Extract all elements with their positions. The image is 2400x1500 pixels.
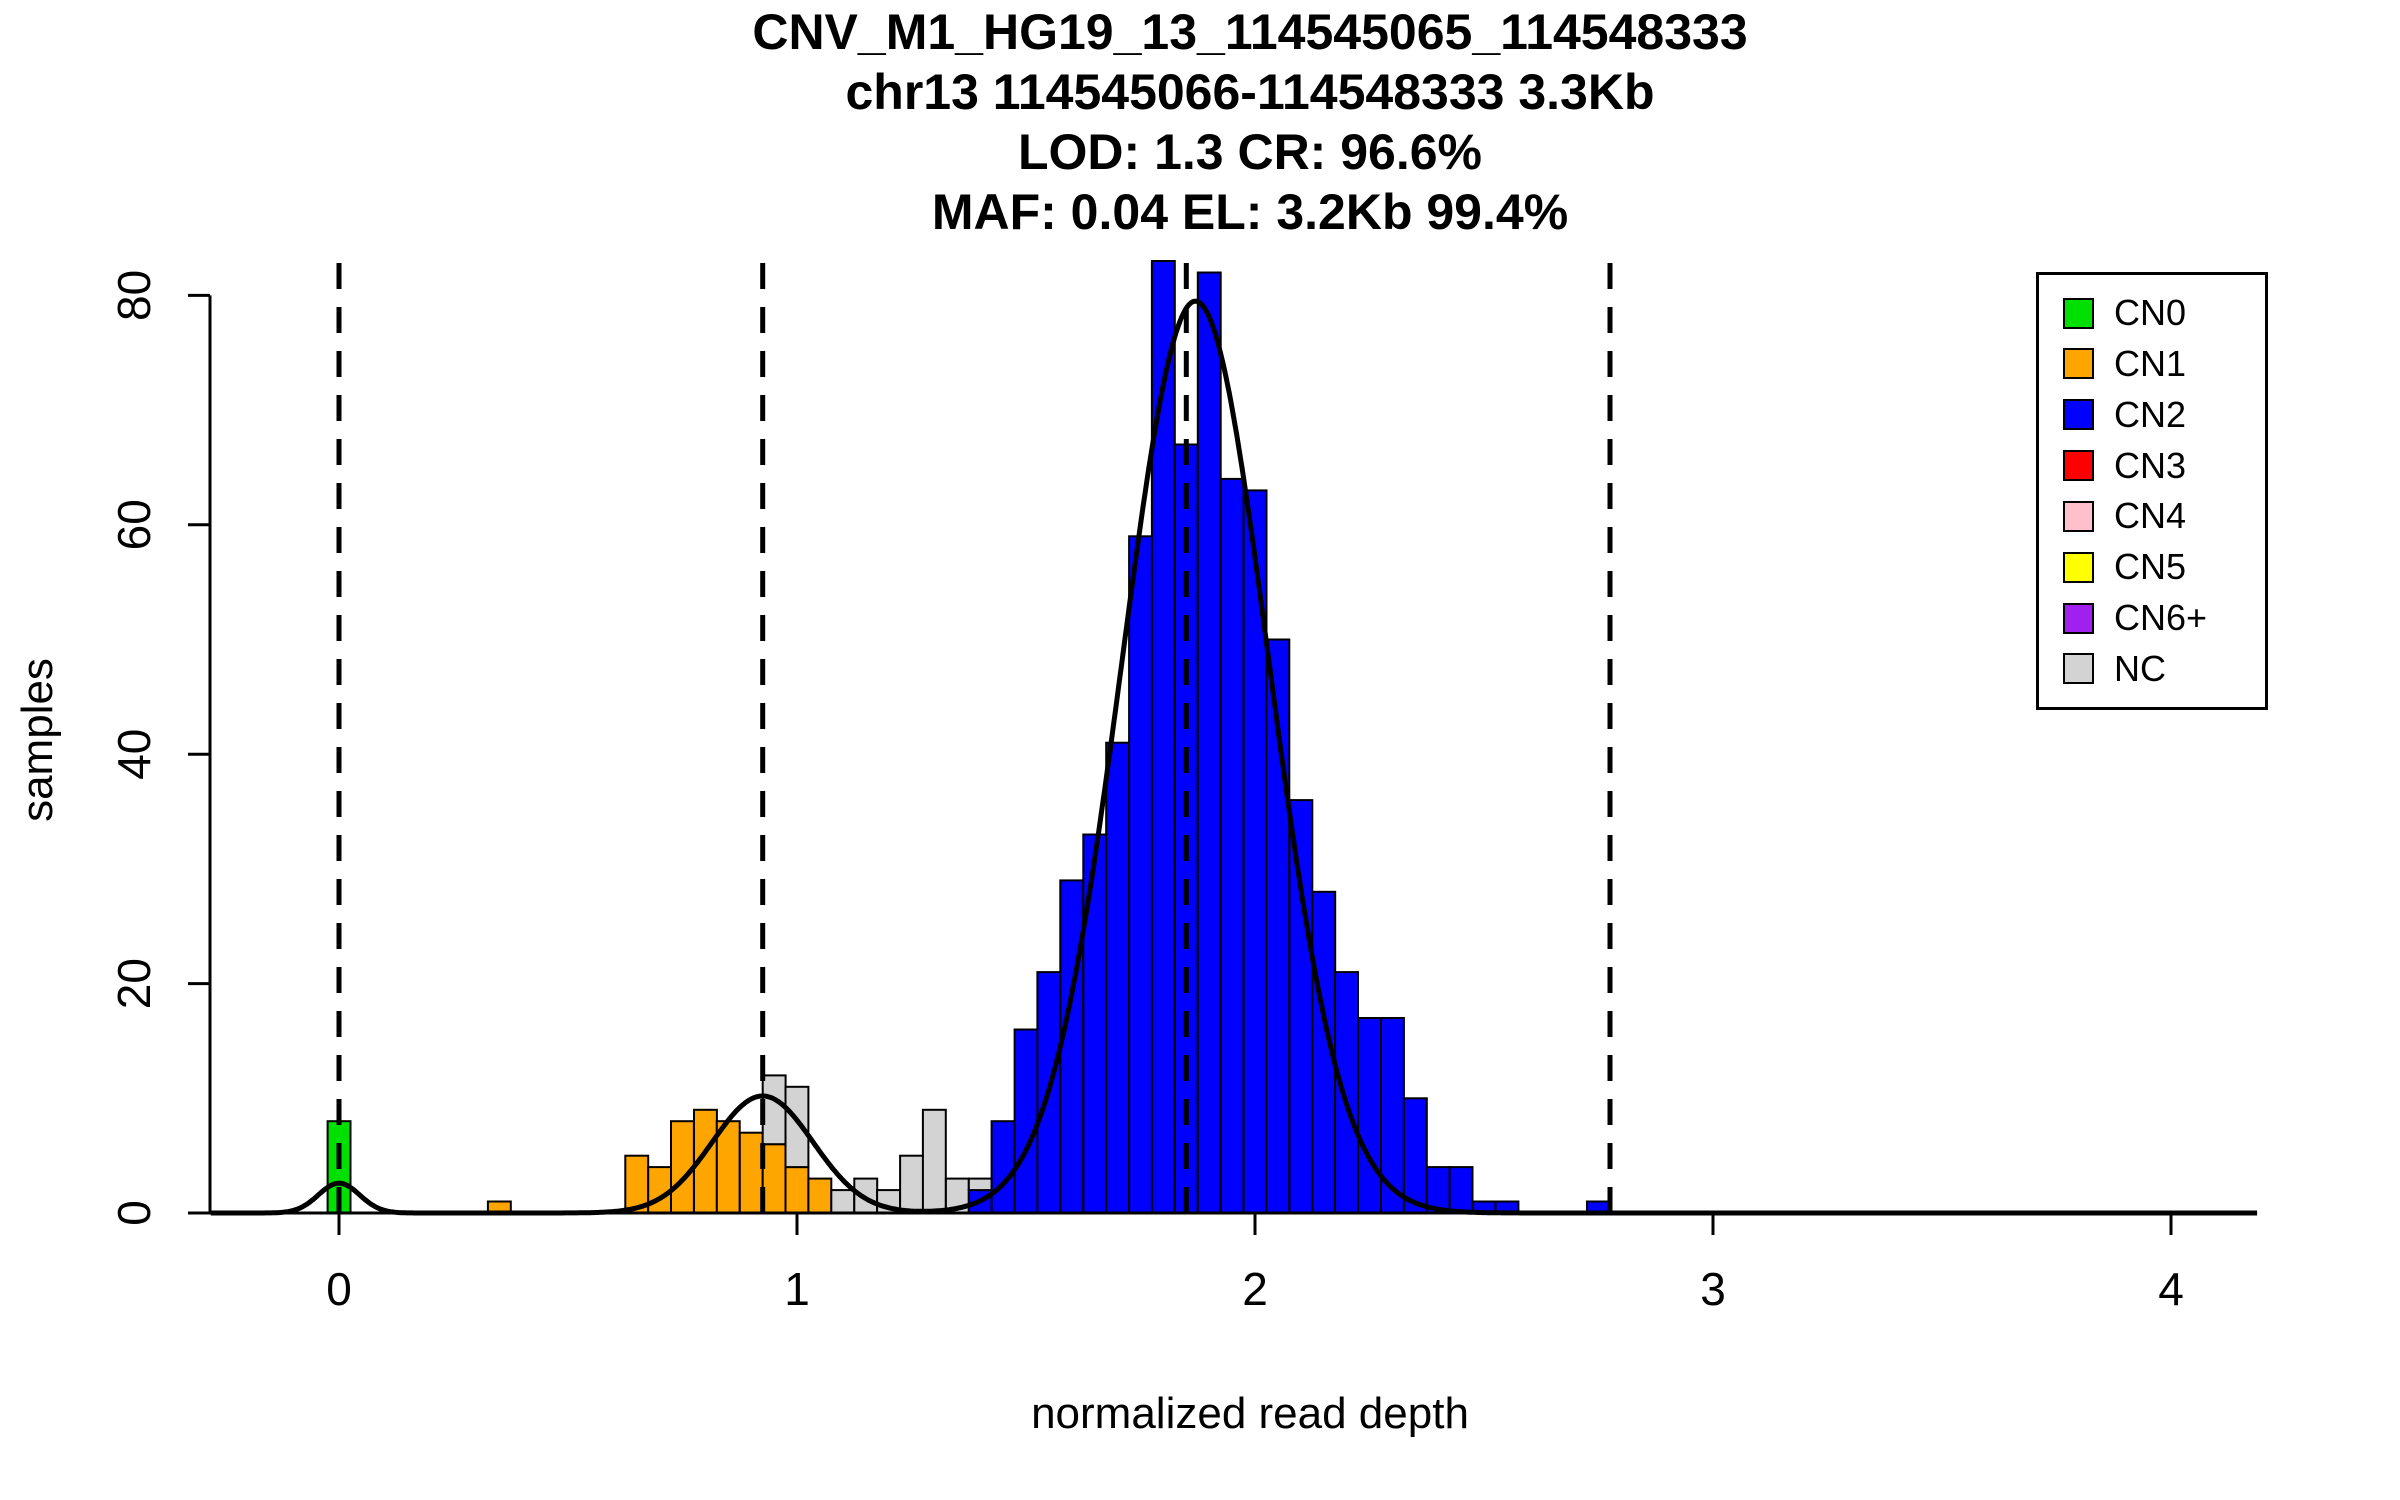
legend-label-cn5: CN5 xyxy=(2114,546,2187,588)
x-tick-label: 0 xyxy=(326,1263,352,1315)
hist-bar-cn2 xyxy=(1334,971,1359,1214)
legend-swatch-cn0 xyxy=(2063,297,2094,329)
legend-swatch-cn4 xyxy=(2063,500,2094,532)
y-tick-label: 40 xyxy=(108,729,160,780)
hist-bar-cn1 xyxy=(784,1166,810,1214)
legend-label-nc: NC xyxy=(2114,647,2166,689)
hist-bar-cn2 xyxy=(1288,799,1314,1214)
legend-swatch-cn6plus xyxy=(2063,602,2094,634)
hist-bar-cn1 xyxy=(761,1143,787,1214)
hist-bar-cn2 xyxy=(1196,271,1222,1214)
hist-bar-cn1 xyxy=(647,1166,673,1214)
title-cnv-id: CNV_M1_HG19_13_114545065_114548333 xyxy=(752,4,1748,60)
hist-bar-nc xyxy=(761,1074,787,1146)
legend-label-cn2: CN2 xyxy=(2114,393,2187,435)
plot-title-block: CNV_M1_HG19_13_114545065_114548333 chr13… xyxy=(150,2,2350,242)
hist-bar-cn2 xyxy=(1059,879,1085,1215)
legend-swatch-cn1 xyxy=(2063,348,2094,380)
legend-box: CN0 CN1 CN2 CN3 CN4 CN5 CN6+ NC xyxy=(2036,272,2268,710)
legend-item-nc: NC xyxy=(2063,647,2255,689)
legend-item-cn1: CN1 xyxy=(2063,342,2255,384)
title-region: chr13 114545066-114548333 3.3Kb xyxy=(845,64,1655,120)
x-tick-label: 4 xyxy=(2158,1263,2184,1315)
hist-bar-cn2 xyxy=(1219,477,1245,1214)
legend-label-cn6plus: CN6+ xyxy=(2114,597,2208,639)
hist-bar-cn2 xyxy=(990,1120,1016,1214)
hist-bar-nc xyxy=(921,1108,947,1215)
hist-bar-cn2 xyxy=(1105,741,1131,1214)
hist-bar-cn2 xyxy=(1128,535,1153,1214)
hist-bar-nc xyxy=(967,1177,993,1192)
y-tick-label: 80 xyxy=(108,270,160,321)
hist-bar-nc xyxy=(784,1085,810,1169)
legend-label-cn0: CN0 xyxy=(2114,292,2187,333)
hist-bar-nc xyxy=(899,1154,924,1215)
y-tick-label: 0 xyxy=(108,1200,160,1226)
hist-bar-cn2 xyxy=(1448,1166,1474,1214)
hist-bar-cn2 xyxy=(1013,1028,1039,1214)
legend-item-cn3: CN3 xyxy=(2063,444,2255,486)
title-lod-cr: LOD: 1.3 CR: 96.6% xyxy=(1017,124,1482,180)
hist-bar-nc xyxy=(830,1189,856,1214)
hist-bar-cn1 xyxy=(807,1177,833,1214)
hist-bar-cn2 xyxy=(1357,1017,1382,1214)
y-tick-label: 60 xyxy=(108,499,160,550)
x-tick-label: 3 xyxy=(1700,1263,1726,1315)
hist-bar-cn2 xyxy=(1402,1097,1428,1215)
legend-label-cn1: CN1 xyxy=(2114,342,2187,384)
legend-item-cn6plus: CN6+ xyxy=(2063,600,2255,636)
y-axis-title: samples xyxy=(13,658,62,822)
y-tick-label: 20 xyxy=(108,958,160,1009)
legend-item-cn5: CN5 xyxy=(2063,549,2255,585)
x-axis-title: normalized read depth xyxy=(1031,1389,1469,1438)
legend-item-cn4: CN4 xyxy=(2063,498,2255,534)
x-tick-label: 1 xyxy=(784,1263,810,1315)
legend-swatch-cn5 xyxy=(2063,551,2094,583)
title-maf-el: MAF: 0.04 EL: 3.2Kb 99.4% xyxy=(931,184,1569,240)
hist-bar-cn1 xyxy=(670,1120,695,1214)
legend-swatch-nc xyxy=(2063,653,2094,685)
hist-bar-cn2 xyxy=(1082,833,1108,1214)
hist-bar-cn2 xyxy=(1173,443,1199,1214)
legend-swatch-cn3 xyxy=(2063,450,2094,482)
legend-item-cn0: CN0 xyxy=(2063,295,2255,331)
legend-label-cn4: CN4 xyxy=(2114,495,2187,537)
hist-bar-cn2 xyxy=(1150,260,1176,1214)
hist-bar-cn1 xyxy=(738,1131,764,1214)
legend-item-cn2: CN2 xyxy=(2063,393,2255,435)
x-tick-label: 2 xyxy=(1242,1263,1268,1315)
legend-swatch-cn2 xyxy=(2063,399,2094,431)
legend-label-cn3: CN3 xyxy=(2114,444,2187,486)
